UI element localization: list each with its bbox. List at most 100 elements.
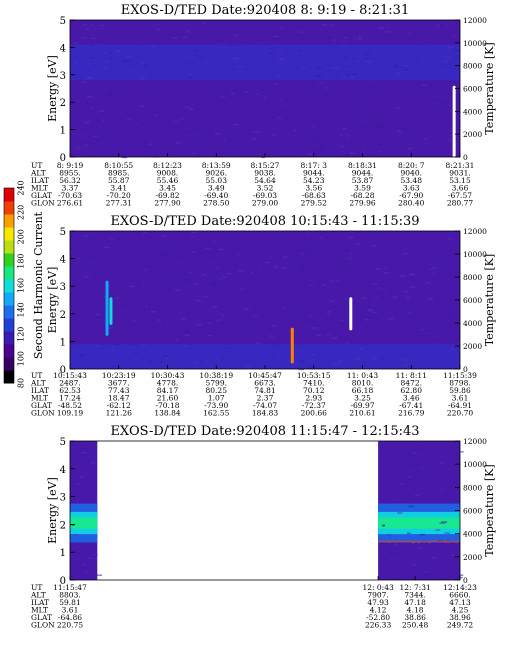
spectrogram-speckle (362, 145, 365, 147)
spectrogram-speckle (267, 328, 272, 330)
spectrogram-speckle (272, 355, 276, 358)
orbit-value: 6673. (254, 379, 275, 388)
colorbar-tick-label: 120 (17, 327, 26, 342)
spectrogram-speckle (197, 323, 203, 326)
spectrogram-speckle (372, 311, 378, 314)
spectrogram-speckle (114, 297, 119, 299)
spectrogram-speckle (450, 554, 455, 556)
orbit-value: -70.18 (155, 401, 179, 410)
spectrogram-speckle (114, 343, 120, 346)
spectrogram-speckle (221, 314, 225, 317)
spectrogram-speckle (407, 532, 411, 535)
spectrogram-speckle (348, 236, 354, 239)
spectrogram-speckle (310, 361, 313, 363)
spectrogram-speckle (184, 334, 190, 337)
spectrogram-speckle (432, 267, 436, 269)
spectrogram-speckle (311, 353, 316, 356)
spectrogram-speckle (253, 131, 259, 133)
spectrogram-speckle (90, 107, 94, 109)
orbit-value: 9040. (401, 169, 422, 178)
spectrogram-speckle (300, 66, 306, 69)
spectrogram-speckle (106, 130, 111, 133)
spectrogram-speckle (76, 482, 81, 485)
spectrogram-speckle (185, 29, 191, 32)
spectrogram-speckle (111, 349, 115, 352)
spectrogram-speckle (73, 42, 79, 45)
spectrogram-speckle (207, 148, 212, 151)
spectrogram-speckle (184, 106, 191, 109)
y-right-tick-label: 4000 (463, 319, 482, 328)
spectrogram-speckle (91, 24, 94, 27)
spectrogram-speckle (298, 360, 305, 362)
spectrogram-speckle (387, 257, 390, 259)
spectrogram-speckle (242, 151, 248, 153)
spectrogram-speckle (134, 352, 137, 354)
spectrogram-speckle (250, 323, 257, 325)
y-tick-label: 2 (60, 520, 66, 531)
spectrogram-speckle (345, 250, 349, 252)
spectrogram-speckle (101, 119, 106, 121)
spectrogram-speckle (377, 287, 381, 290)
spectrogram-speckle (126, 118, 131, 120)
orbit-value: -69.03 (253, 191, 277, 200)
spectrogram-speckle (84, 276, 90, 278)
y-right-tick-label: 12000 (463, 16, 487, 25)
spectrogram-speckle (317, 62, 321, 65)
spectrogram-speckle (175, 142, 182, 144)
spectrogram-speckle (216, 319, 222, 321)
spectrogram-speckle (91, 270, 96, 273)
orbit-value: 138.84 (154, 409, 180, 418)
spectrogram-speckle (385, 486, 389, 488)
spectrogram-speckle (148, 360, 152, 362)
spectrogram-speckle (301, 265, 305, 267)
spectrogram-speckle (183, 331, 190, 334)
spectrogram-speckle (237, 270, 243, 272)
spectrogram-speckle (161, 341, 165, 343)
spectrogram-speckle (368, 317, 373, 320)
orbit-value: 84.17 (157, 386, 179, 395)
spectrogram-speckle (340, 145, 344, 148)
y-axis-label: Energy [eV] (46, 55, 59, 122)
orbit-value: 279.00 (252, 199, 278, 208)
spectrogram-speckle (293, 129, 297, 132)
spectrogram-speckle (184, 279, 190, 282)
spectrogram-speckle (405, 91, 409, 93)
spectrogram-speckle (117, 342, 122, 344)
spectrogram-speckle (90, 37, 96, 40)
orbit-value: 8:20: 7 (398, 161, 425, 170)
y-right-tick-label: 6000 (463, 507, 482, 516)
spectrogram-speckle (422, 43, 427, 45)
spectrogram-speckle (150, 310, 156, 313)
spectrogram-speckle (307, 267, 310, 270)
spectrogram-speckle (81, 564, 85, 566)
spectrogram-speckle (362, 297, 367, 299)
spectrogram-speckle (314, 89, 318, 91)
spectrogram-speckle (452, 313, 458, 315)
spectrogram-speckle (76, 257, 82, 260)
spectrogram-speckle (197, 252, 203, 254)
spectrogram-speckle (317, 340, 323, 343)
spectrogram-speckle (384, 267, 387, 269)
spectrogram-speckle (128, 285, 135, 288)
spectrogram-speckle (423, 329, 427, 331)
spectrogram-speckle (173, 23, 179, 26)
spectrogram-speckle (394, 544, 399, 546)
spectrogram-speckle (437, 568, 442, 570)
spectrogram-speckle (404, 455, 411, 458)
spectrogram-speckle (307, 233, 310, 235)
spectrogram-speckle (447, 138, 451, 141)
orbit-value: 277.90 (154, 199, 180, 208)
spectrogram-speckle (234, 131, 239, 134)
spectrogram-speckle (87, 285, 92, 288)
y-tick-label: 4 (60, 465, 66, 476)
orbit-value: 8:10:55 (104, 161, 133, 170)
orbit-row-label: GLON (31, 621, 55, 630)
orbit-value: 8955. (59, 169, 80, 178)
spectrogram-speckle (365, 58, 368, 61)
spectrogram-speckle (440, 102, 446, 104)
spectrogram-speckle (82, 447, 88, 450)
orbit-row-label: ILAT (31, 386, 49, 395)
orbit-value: 4.25 (452, 606, 469, 615)
colorbar-swatch (4, 344, 14, 358)
